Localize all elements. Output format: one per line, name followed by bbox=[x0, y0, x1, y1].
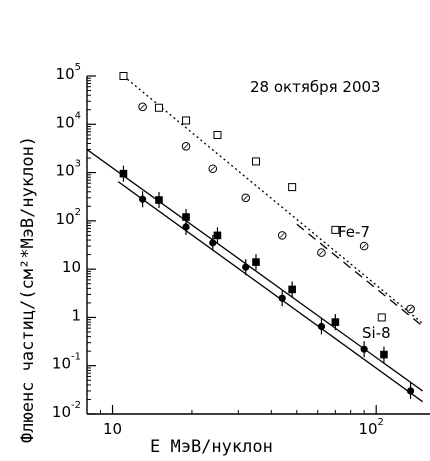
x-tick-label: 102 bbox=[358, 417, 383, 438]
y-tick-label: 102 bbox=[56, 207, 81, 228]
point-open-circle-bar bbox=[361, 243, 367, 249]
x-axis-title: E МэВ/нуклон bbox=[150, 437, 273, 457]
fit-line-dotted bbox=[123, 76, 424, 324]
y-tick-exp: -1 bbox=[71, 352, 81, 363]
y-tick-base: 10 bbox=[52, 355, 71, 373]
fit-line-dashed bbox=[296, 223, 422, 326]
y-tick-exp: 3 bbox=[75, 159, 81, 170]
point-open-square bbox=[251, 157, 260, 166]
point-filled-circle bbox=[317, 322, 326, 331]
y-tick-base: 10 bbox=[56, 113, 75, 131]
annotation-si: Si-8 bbox=[362, 324, 391, 342]
y-tick-label: 103 bbox=[56, 159, 81, 180]
fit-line-solid bbox=[87, 149, 423, 392]
y-tick-base: 10 bbox=[56, 65, 75, 83]
point-open-circle-bar bbox=[319, 250, 324, 255]
chart-title: 28 октября 2003 bbox=[250, 78, 381, 96]
y-tick-exp: -2 bbox=[71, 400, 81, 411]
y-axis-title: Флюенс частиц/(см²*МэВ/нуклон) bbox=[18, 136, 38, 443]
point-filled-circle bbox=[278, 294, 286, 302]
point-filled-square bbox=[119, 169, 128, 178]
point-filled-circle bbox=[182, 223, 190, 231]
y-tick-label: 10-1 bbox=[52, 352, 81, 373]
point-open-square bbox=[119, 72, 128, 80]
x-tick-base: 10 bbox=[358, 420, 377, 438]
point-filled-circle bbox=[360, 345, 368, 353]
y-tick-base: 1 bbox=[71, 306, 81, 324]
point-open-square bbox=[331, 225, 340, 234]
point-open-square bbox=[154, 103, 163, 112]
y-tick-base: 10 bbox=[62, 258, 81, 276]
point-filled-square bbox=[380, 350, 388, 359]
data-points bbox=[119, 72, 415, 399]
point-open-square bbox=[213, 130, 222, 139]
annotation-fe: Fe-7 bbox=[338, 223, 370, 241]
point-open-square bbox=[288, 183, 297, 192]
y-tick-label: 10 bbox=[62, 258, 81, 276]
y-tick-exp: 5 bbox=[75, 62, 81, 73]
y-tick-label: 105 bbox=[56, 62, 81, 83]
point-filled-square bbox=[288, 285, 296, 294]
fit-line-solid bbox=[117, 181, 423, 403]
x-tick-exp: 2 bbox=[378, 417, 384, 428]
point-open-circle-bar bbox=[243, 195, 249, 201]
fit-lines bbox=[87, 76, 424, 403]
y-tick-label: 10-2 bbox=[52, 400, 81, 421]
point-filled-square bbox=[182, 213, 190, 221]
point-open-square bbox=[182, 116, 191, 125]
point-filled-square bbox=[331, 318, 340, 326]
point-open-circle-bar bbox=[183, 144, 189, 149]
point-filled-square bbox=[155, 196, 163, 204]
y-tick-base: 10 bbox=[52, 403, 71, 421]
y-tick-exp: 2 bbox=[75, 207, 81, 218]
point-filled-square bbox=[252, 258, 260, 266]
point-open-circle-bar bbox=[408, 306, 413, 312]
point-open-circle-bar bbox=[210, 166, 216, 172]
point-filled-circle bbox=[242, 263, 250, 271]
x-tick-base: 10 bbox=[103, 420, 122, 438]
point-filled-circle bbox=[209, 239, 217, 247]
point-filled-circle bbox=[406, 387, 415, 395]
y-tick-label: 1 bbox=[71, 306, 81, 324]
axes bbox=[86, 76, 430, 415]
y-tick-exp: 4 bbox=[75, 110, 81, 121]
y-tick-label: 104 bbox=[56, 110, 81, 131]
y-tick-base: 10 bbox=[56, 210, 75, 228]
point-filled-circle bbox=[138, 195, 147, 203]
x-tick-label: 10 bbox=[103, 420, 122, 438]
point-filled-square bbox=[213, 231, 222, 240]
y-tick-base: 10 bbox=[56, 162, 75, 180]
point-open-circle-bar bbox=[140, 104, 145, 110]
point-open-square bbox=[377, 313, 386, 322]
point-open-circle-bar bbox=[279, 233, 285, 238]
